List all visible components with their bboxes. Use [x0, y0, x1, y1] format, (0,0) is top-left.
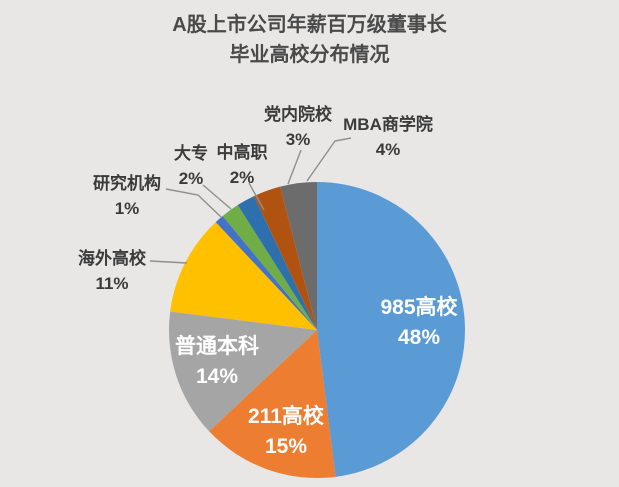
chart-title-line2: 毕业高校分布情况 — [229, 44, 390, 66]
slice-label-yanjiujigou-pct: 1% — [114, 199, 140, 218]
slice-label-haiwai-pct: 11% — [95, 274, 129, 293]
slice-label-985-name: 985高校 — [380, 296, 458, 319]
slice-label-mba-name: MBA商学院 — [343, 115, 433, 134]
slice-label-zhonggaozhi: 中高职 2% — [217, 140, 268, 190]
slice-label-dangnei-name: 党内院校 — [264, 105, 332, 124]
pie-slice-985高校 — [317, 182, 465, 477]
slice-label-putongbenke: 普通本科 14% — [175, 332, 259, 392]
slice-label-haiwai-name: 海外高校 — [78, 249, 146, 268]
chart-title-line1: A股上市公司年薪百万级董事长 — [172, 14, 447, 36]
leader-line-mba — [306, 137, 352, 182]
pie-slice-研究机构 — [215, 215, 317, 330]
slice-label-yanjiujigou: 研究机构 1% — [93, 171, 161, 221]
pie-slice-MBA商学院 — [280, 182, 317, 330]
slice-label-211: 211高校 15% — [248, 402, 324, 462]
leader-line-yanjiujigou — [165, 188, 222, 218]
pie-slice-中高职 — [237, 196, 317, 330]
slice-label-putongbenke-name: 普通本科 — [175, 335, 259, 358]
chart-title: A股上市公司年薪百万级董事长 毕业高校分布情况 — [0, 10, 619, 70]
slice-label-putongbenke-pct: 14% — [195, 365, 239, 388]
slice-label-mba-pct: 4% — [375, 140, 401, 159]
slice-label-haiwai: 海外高校 11% — [78, 246, 146, 296]
slice-label-985-pct: 48% — [397, 326, 441, 349]
pie-slice-海外高校 — [170, 222, 317, 330]
pie-slice-普通本科 — [169, 311, 317, 432]
slice-label-dangnei-pct: 3% — [285, 130, 311, 149]
slice-label-dazhuan-name: 大专 — [174, 144, 208, 163]
slice-label-985: 985高校 48% — [380, 293, 457, 353]
leader-line-haiwai — [149, 260, 188, 264]
pie-slice-211高校 — [209, 330, 336, 478]
slice-label-dazhuan: 大专 2% — [174, 141, 208, 191]
pie-slice-党内院校 — [253, 186, 317, 330]
leader-line-zhonggaozhi — [248, 182, 265, 211]
slice-label-zhonggaozhi-name: 中高职 — [216, 143, 268, 162]
leader-line-dazhuan — [202, 184, 232, 210]
slice-label-211-pct: 15% — [264, 435, 308, 458]
pie-slices — [169, 182, 465, 478]
leader-lines — [149, 137, 352, 264]
pie-slice-大专 — [222, 205, 317, 330]
slice-label-yanjiujigou-name: 研究机构 — [93, 174, 161, 193]
slice-label-211-name: 211高校 — [248, 405, 324, 428]
slice-label-mba: MBA商学院 4% — [343, 112, 433, 162]
leader-line-dangnei — [287, 149, 302, 185]
slice-label-dangnei: 党内院校 3% — [264, 102, 332, 152]
slice-label-dazhuan-pct: 2% — [178, 169, 204, 188]
slice-label-zhonggaozhi-pct: 2% — [229, 168, 255, 187]
